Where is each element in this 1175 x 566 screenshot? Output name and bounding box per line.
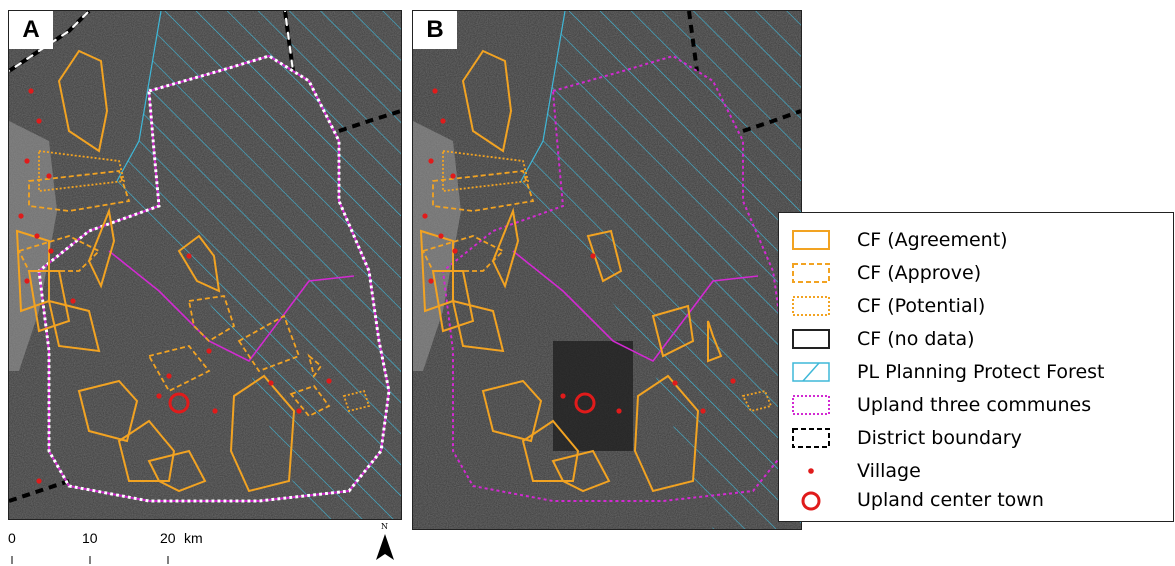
legend-label: Upland center town	[857, 489, 1044, 511]
legend-label: CF (Potential)	[857, 295, 986, 317]
map-legend: CF (Agreement) CF (Approve) CF (Potentia…	[778, 212, 1174, 522]
legend-label: Village	[857, 460, 921, 482]
dashed-black-box-icon	[792, 428, 830, 448]
map-b-canvas	[413, 11, 801, 529]
panel-label-b: B	[413, 11, 457, 49]
north-label: N	[381, 522, 388, 531]
cf-agreement-polygons	[15, 49, 296, 493]
legend-item: CF (Agreement)	[779, 227, 1173, 253]
legend-item: District boundary	[779, 425, 1173, 451]
solid-black-box-icon	[792, 329, 830, 349]
north-arrow: N	[372, 522, 398, 566]
map-panel-b: B	[412, 10, 802, 530]
center-town-marker	[168, 392, 190, 414]
scale-tick-label: 0	[8, 530, 16, 546]
legend-item: PL Planning Protect Forest	[779, 359, 1173, 385]
legend-label: PL Planning Protect Forest	[857, 361, 1105, 383]
red-circle-icon	[801, 491, 821, 511]
legend-item: Upland center town	[779, 487, 1173, 513]
hatched-cyan-box-icon	[792, 362, 830, 382]
legend-item: Village	[779, 458, 1173, 484]
map-panel-a: A	[8, 10, 402, 520]
north-arrow-icon	[376, 534, 394, 560]
protect-forest-area	[117, 11, 401, 519]
map-a-canvas	[9, 11, 401, 519]
legend-label: District boundary	[857, 427, 1022, 449]
legend-item: CF (Potential)	[779, 293, 1173, 319]
legend-item: CF (no data)	[779, 326, 1173, 352]
solid-orange-box-icon	[792, 230, 830, 250]
legend-item: Upland three communes	[779, 392, 1173, 418]
dashed-orange-box-icon	[792, 263, 830, 283]
scale-bar-line	[11, 556, 169, 564]
legend-label: Upland three communes	[857, 394, 1092, 416]
dotted-magenta-box-icon	[792, 395, 830, 415]
legend-label: CF (no data)	[857, 328, 975, 350]
scale-unit: km	[184, 530, 203, 546]
red-dot-icon	[808, 468, 814, 474]
legend-item: CF (Approve)	[779, 260, 1173, 286]
scale-tick-label: 10	[82, 530, 98, 546]
legend-label: CF (Agreement)	[857, 229, 1008, 251]
legend-label: CF (Approve)	[857, 262, 982, 284]
dotted-orange-box-icon	[792, 296, 830, 316]
scale-tick-label: 20	[160, 530, 176, 546]
scale-bar: 0 10 20 km	[8, 530, 208, 566]
panel-label-a: A	[9, 11, 53, 49]
